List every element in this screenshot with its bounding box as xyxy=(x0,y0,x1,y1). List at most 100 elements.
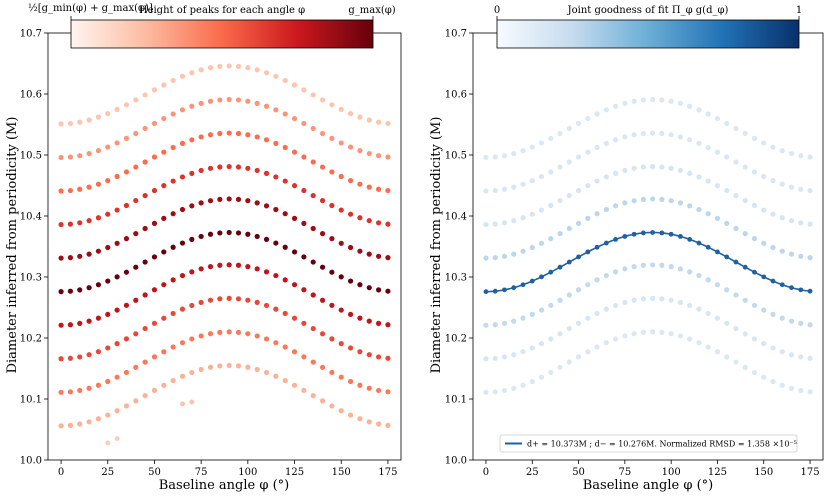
scatter-point xyxy=(538,374,545,380)
left-colorbar-title: Height of peaks for each angle φ xyxy=(139,5,305,16)
x-tick-label: 0 xyxy=(58,467,64,478)
scatter-point xyxy=(375,320,382,326)
scatter-point xyxy=(77,354,83,360)
scatter-point xyxy=(761,341,767,347)
scatter-point xyxy=(566,225,572,232)
scatter-point xyxy=(566,192,572,199)
scatter-point xyxy=(291,382,298,388)
scatter-point xyxy=(179,206,186,213)
scatter-point xyxy=(594,211,600,217)
scatter-point xyxy=(511,184,517,190)
x-tick-label: 125 xyxy=(708,467,727,478)
fit-point xyxy=(724,254,730,260)
scatter-point xyxy=(357,215,363,221)
fit-point xyxy=(687,236,693,242)
scatter-point xyxy=(133,398,139,404)
y-tick-label: 10.5 xyxy=(20,151,42,162)
scatter-point xyxy=(779,248,785,254)
scatter-point xyxy=(170,377,176,384)
scatter-point xyxy=(67,422,74,428)
left-panel: Diameter inferred from periodicity (M) 1… xyxy=(5,3,402,493)
scatter-point xyxy=(329,336,335,342)
y-tick-label: 10.0 xyxy=(20,456,42,467)
scatter-point xyxy=(557,364,563,370)
fit-point xyxy=(770,278,776,284)
fit-point xyxy=(696,240,702,246)
scatter-point xyxy=(123,403,130,409)
scatter-point xyxy=(58,389,64,395)
scatter-point xyxy=(105,412,111,418)
scatter-point xyxy=(161,382,167,388)
scatter-point xyxy=(217,130,223,137)
scatter-point xyxy=(189,236,195,242)
scatter-point xyxy=(788,251,795,257)
scatter-point xyxy=(329,135,335,141)
scatter-point xyxy=(114,374,120,380)
scatter-point xyxy=(751,135,758,141)
scatter-point xyxy=(807,154,813,160)
scatter-point xyxy=(585,349,591,355)
scatter-point xyxy=(659,296,665,302)
x-tick-label: 125 xyxy=(285,467,304,478)
scatter-point xyxy=(198,266,204,272)
scatter-point xyxy=(207,331,214,337)
scatter-point xyxy=(385,221,391,227)
scatter-point xyxy=(501,153,508,159)
x-tick-label: 150 xyxy=(754,467,773,478)
scatter-point xyxy=(142,393,148,399)
scatter-point xyxy=(575,187,582,194)
scatter-point xyxy=(705,144,711,151)
scatter-point xyxy=(254,333,260,339)
scatter-point xyxy=(170,211,176,217)
scatter-point xyxy=(529,211,535,217)
fit-point xyxy=(798,287,804,293)
scatter-point xyxy=(566,159,572,165)
scatter-point xyxy=(254,200,260,206)
scatter-point xyxy=(548,369,554,376)
scatter-point xyxy=(151,387,158,394)
scatter-point xyxy=(529,178,535,184)
scatter-point xyxy=(520,382,526,388)
scatter-point xyxy=(520,148,526,154)
scatter-point xyxy=(142,359,148,365)
scatter-point xyxy=(338,307,344,313)
scatter-point xyxy=(329,169,335,175)
scatter-point xyxy=(123,336,130,342)
scatter-point xyxy=(86,184,92,190)
right-colorbar-right-label: 1 xyxy=(796,5,802,16)
scatter-point xyxy=(724,220,730,226)
scatter-point xyxy=(650,295,656,301)
scatter-point xyxy=(385,322,391,328)
fit-point xyxy=(566,259,572,265)
scatter-point xyxy=(631,98,637,104)
scatter-point xyxy=(347,211,354,217)
scatter-point xyxy=(705,211,711,217)
scatter-point xyxy=(594,144,600,151)
scatter-point xyxy=(733,325,739,332)
scatter-point xyxy=(86,117,92,123)
scatter-point xyxy=(67,120,74,127)
scatter-point xyxy=(714,282,721,288)
scatter-point xyxy=(319,364,326,370)
scatter-point xyxy=(603,306,609,312)
scatter-point xyxy=(511,385,517,391)
scatter-point xyxy=(151,287,158,293)
scatter-point xyxy=(385,120,391,127)
scatter-point xyxy=(338,140,344,146)
scatter-point xyxy=(319,130,326,137)
scatter-point xyxy=(807,221,813,227)
scatter-point xyxy=(58,356,64,362)
scatter-point xyxy=(310,292,316,298)
scatter-point xyxy=(347,278,354,284)
scatter-point xyxy=(375,253,382,259)
scatter-point xyxy=(254,266,260,272)
scatter-point xyxy=(807,255,813,261)
left-colorbar-left-label: ½[g_min(φ) + g_max(φ)] xyxy=(28,3,153,14)
legend-label: d+ = 10.373M ; d− = 10.276M. Normalized … xyxy=(527,440,797,449)
scatter-point xyxy=(347,311,354,318)
scatter-point xyxy=(235,329,242,335)
scatter-point xyxy=(254,233,260,240)
scatter-point xyxy=(58,423,64,429)
scatter-point xyxy=(114,436,120,442)
scatter-point xyxy=(501,387,508,394)
